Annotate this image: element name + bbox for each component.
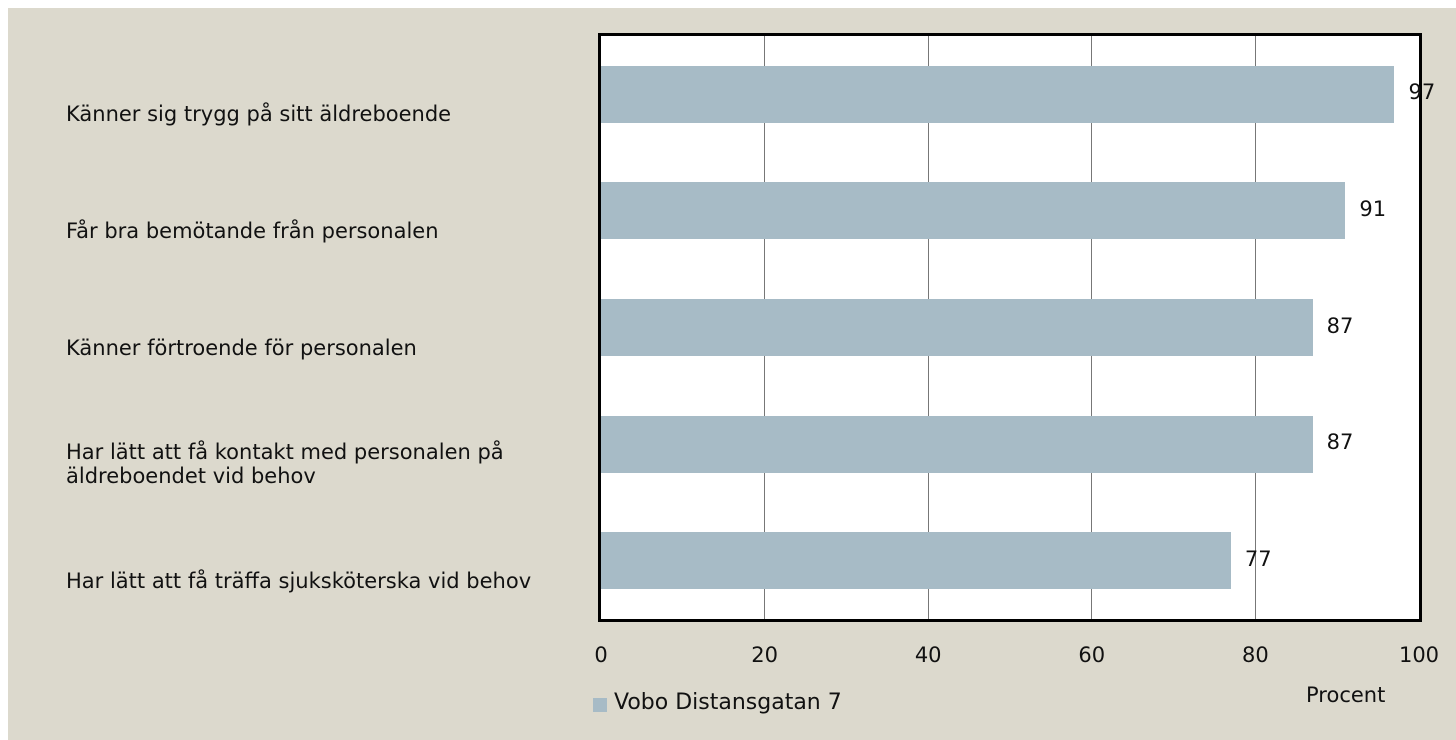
bar	[601, 65, 1395, 123]
x-tick-label: 20	[751, 643, 778, 667]
x-tick-label: 80	[1242, 643, 1269, 667]
value-label: 97	[1408, 80, 1436, 105]
value-label: 91	[1359, 196, 1387, 221]
value-label: 87	[1326, 313, 1354, 338]
x-tick-label: 40	[914, 643, 942, 667]
bar	[601, 182, 1346, 240]
category-label: Känner förtroende för personalen	[66, 335, 417, 360]
bar	[601, 532, 1231, 590]
x-tick-label: 100	[1398, 643, 1440, 667]
value-label: 77	[1244, 546, 1272, 571]
category-label: Känner sig trygg på sitt äldreboende	[66, 102, 452, 127]
x-tick-label: 60	[1078, 643, 1106, 667]
x-tick-label: 0	[594, 643, 608, 667]
category-label: Har lätt att få träffa sjuksköterska vid…	[66, 568, 532, 593]
value-label: 87	[1326, 430, 1354, 455]
legend-label: Vobo Distansgatan 7	[614, 690, 842, 715]
bar	[601, 415, 1313, 473]
category-label: Får bra bemötande från personalen	[66, 218, 439, 243]
bar	[601, 299, 1313, 356]
category-label: Har lätt att få kontakt med personalen p…	[66, 440, 504, 489]
x-axis-label: Procent	[1306, 683, 1386, 707]
legend-swatch	[593, 698, 607, 712]
